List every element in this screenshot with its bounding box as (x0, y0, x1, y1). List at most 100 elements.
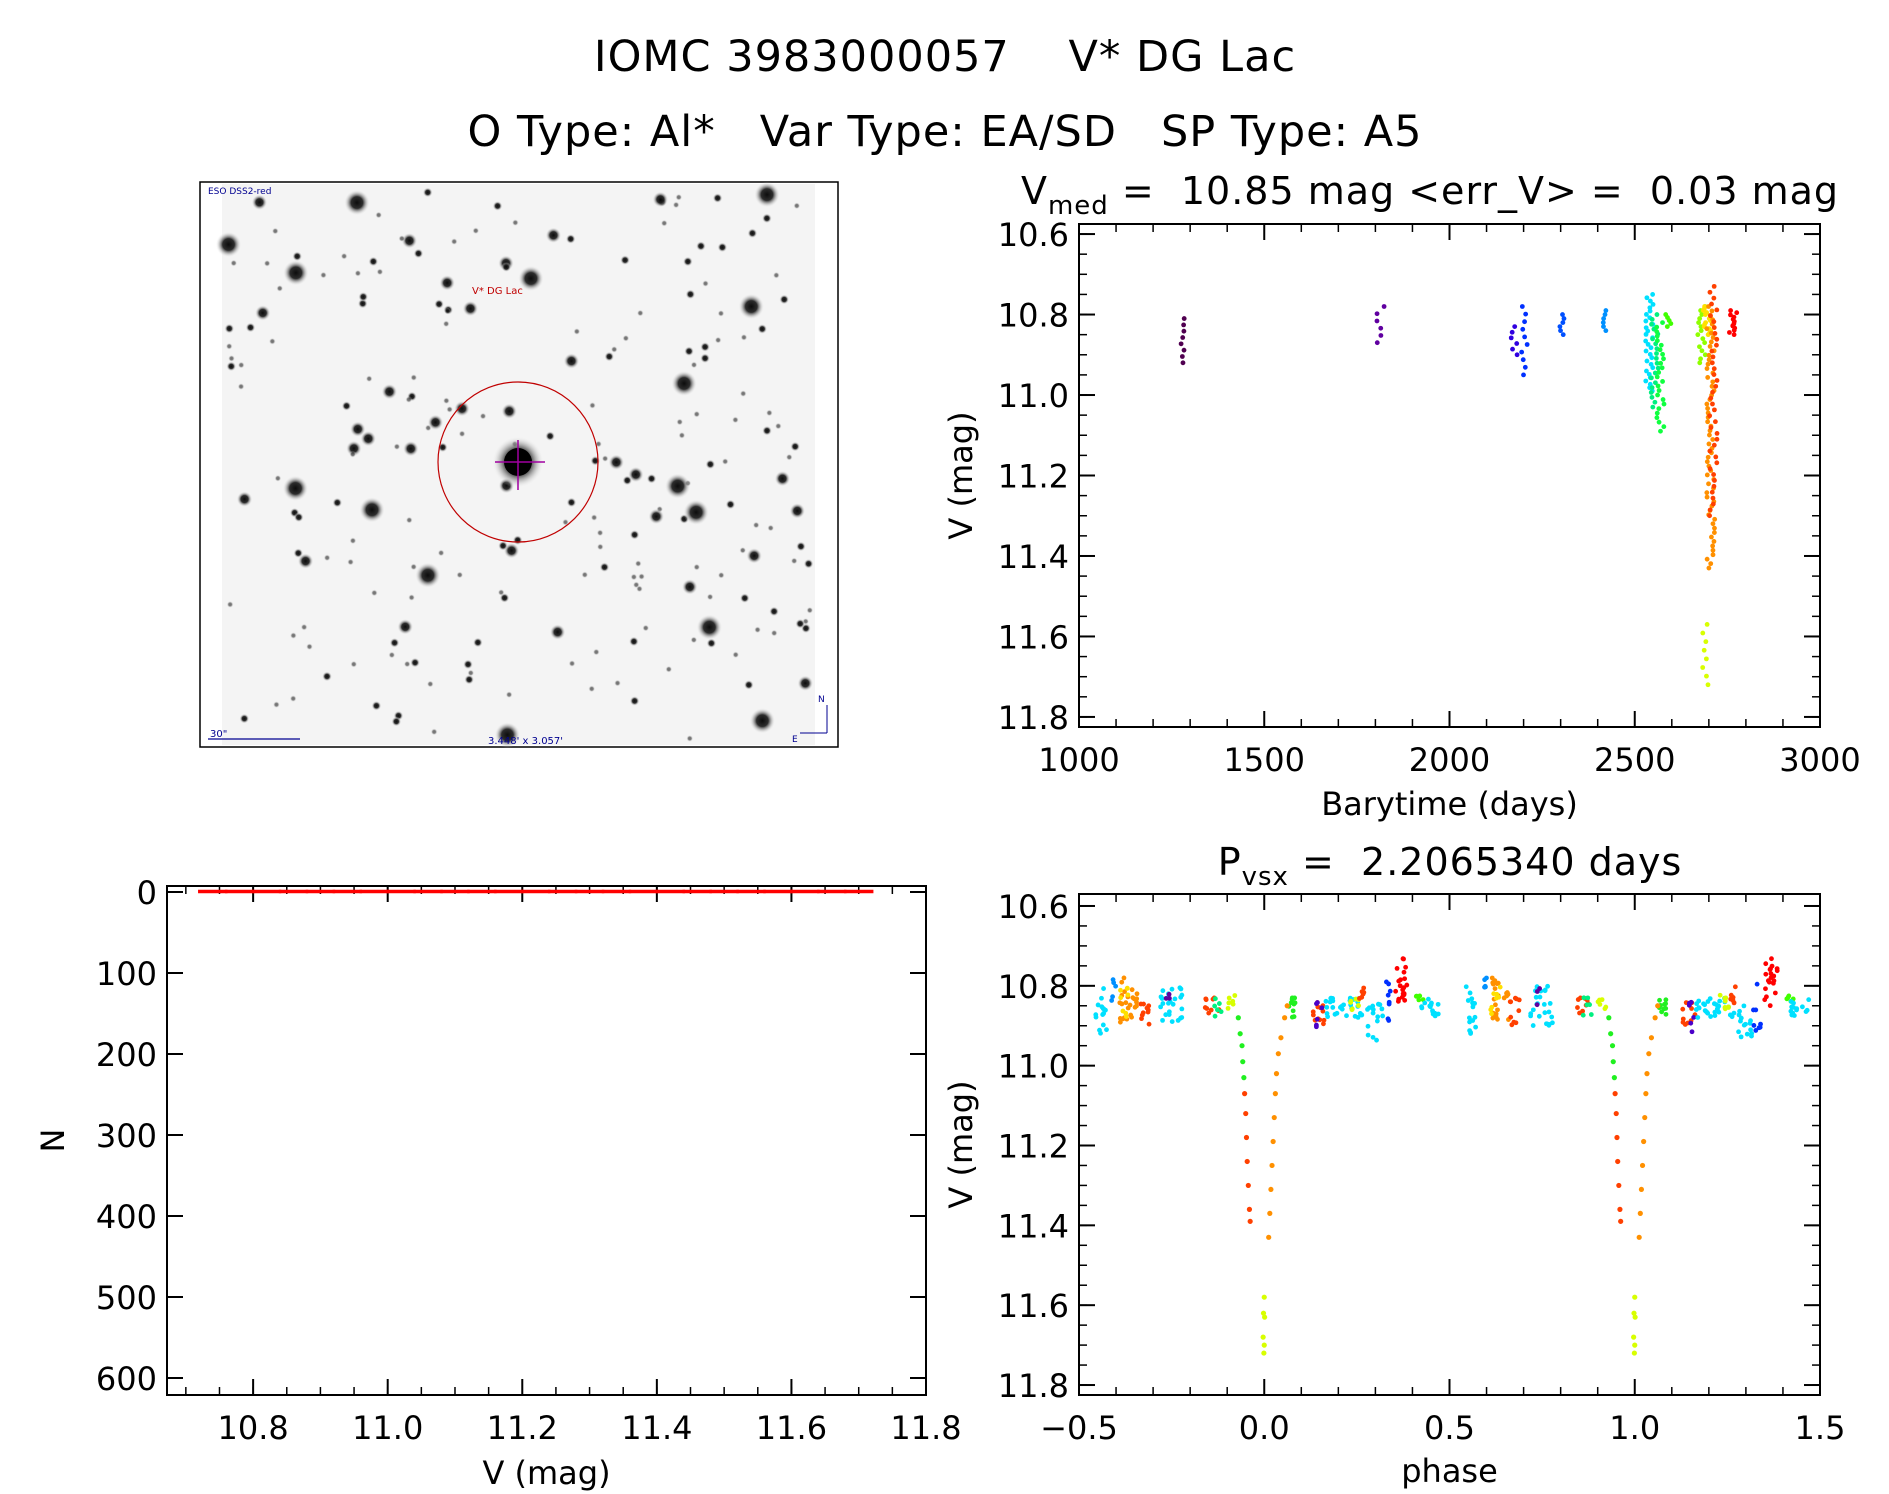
data-point (1202, 1005, 1208, 1010)
data-point (1275, 1051, 1281, 1057)
data-point (1397, 983, 1403, 989)
y-tick-label: 11.0 (998, 1048, 1069, 1086)
star (365, 375, 373, 383)
data-point (1544, 1021, 1550, 1027)
data-point (1710, 495, 1716, 501)
data-point (1324, 1004, 1330, 1010)
data-point (1597, 1001, 1603, 1007)
data-point (1708, 1014, 1714, 1019)
star (289, 632, 297, 640)
data-point (1365, 1023, 1371, 1029)
x-tick-label: 1500 (1224, 741, 1305, 779)
star (765, 409, 773, 417)
data-point (1728, 312, 1733, 318)
histogram-bar (682, 889, 712, 894)
data-point (1711, 319, 1717, 325)
x-tick-label: 1.0 (1609, 1409, 1660, 1447)
star (464, 674, 475, 685)
data-point (1654, 374, 1660, 380)
data-point (1707, 432, 1712, 438)
star (684, 346, 695, 357)
histogram-bar (224, 889, 255, 894)
star (772, 271, 780, 279)
star (608, 454, 625, 471)
histogram-bar (655, 889, 686, 894)
data-point (1578, 995, 1583, 1001)
star (721, 457, 729, 465)
data-point (1330, 1005, 1336, 1010)
data-point (1344, 1013, 1349, 1019)
data-point (1514, 996, 1519, 1002)
star (268, 337, 276, 345)
data-point (1244, 1158, 1250, 1165)
data-point (1365, 1032, 1371, 1038)
data-point (1325, 1014, 1331, 1020)
star (230, 259, 238, 267)
star (446, 405, 454, 413)
data-point (1160, 1017, 1165, 1023)
data-point (1237, 1031, 1243, 1037)
y-tick-label: 100 (96, 955, 157, 993)
data-point (1385, 1016, 1391, 1022)
data-point (1321, 1017, 1327, 1023)
data-point (1649, 321, 1654, 327)
data-point (1784, 996, 1790, 1002)
histogram-bar (547, 889, 578, 894)
data-point (1240, 1059, 1246, 1065)
y-tick-label: 200 (96, 1036, 157, 1074)
data-point (1272, 1091, 1278, 1097)
star-field (215, 181, 814, 748)
data-point (1271, 1114, 1277, 1121)
data-point (1413, 993, 1419, 999)
star (442, 397, 450, 405)
star (675, 193, 683, 201)
histogram-plot: 10.8 11.0 11.2 11.4 11.6 11.8 0 100 200 300 400 500… (34, 874, 962, 1492)
data-point (1427, 1004, 1433, 1010)
data-point (1710, 379, 1716, 385)
data-point (1639, 1162, 1646, 1169)
star (628, 636, 639, 647)
data-point (1603, 328, 1609, 334)
data-point (1655, 383, 1661, 389)
data-point (1401, 991, 1407, 996)
histogram-bar (467, 889, 497, 894)
data-point (1643, 312, 1649, 317)
data-point (1774, 966, 1780, 971)
data-point (1580, 1012, 1586, 1018)
data-point (1100, 1022, 1106, 1028)
star (683, 499, 710, 526)
data-point (1722, 995, 1728, 1001)
star (797, 675, 814, 692)
data-point (1711, 372, 1717, 377)
data-point (1101, 986, 1106, 991)
star (215, 231, 242, 258)
data-point (1260, 1334, 1266, 1340)
y-axis-label: V (mag) (942, 1080, 980, 1208)
data-point (1129, 987, 1135, 993)
star (700, 341, 711, 352)
data-point (1654, 338, 1660, 344)
data-point (1618, 1218, 1624, 1224)
data-point (1708, 339, 1714, 345)
data-point (1644, 1071, 1650, 1077)
data-point (1493, 995, 1499, 1001)
data-point (1617, 1206, 1623, 1212)
data-point (1558, 328, 1563, 334)
star (381, 383, 398, 400)
star (731, 416, 739, 424)
data-point (1726, 1004, 1731, 1010)
data-point (1703, 656, 1709, 662)
x-tick-label: 11.2 (487, 1409, 558, 1447)
x-tick-label: 11.8 (890, 1409, 961, 1447)
data-point (1341, 1002, 1346, 1008)
data-point (1653, 380, 1658, 386)
star (405, 396, 413, 404)
data-point (1349, 1006, 1355, 1012)
star (785, 453, 793, 461)
data-point (1394, 966, 1400, 971)
star (629, 695, 640, 706)
data-point (1647, 298, 1653, 304)
star (498, 540, 509, 551)
data-point (1575, 1005, 1580, 1010)
data-point (1748, 1027, 1753, 1033)
